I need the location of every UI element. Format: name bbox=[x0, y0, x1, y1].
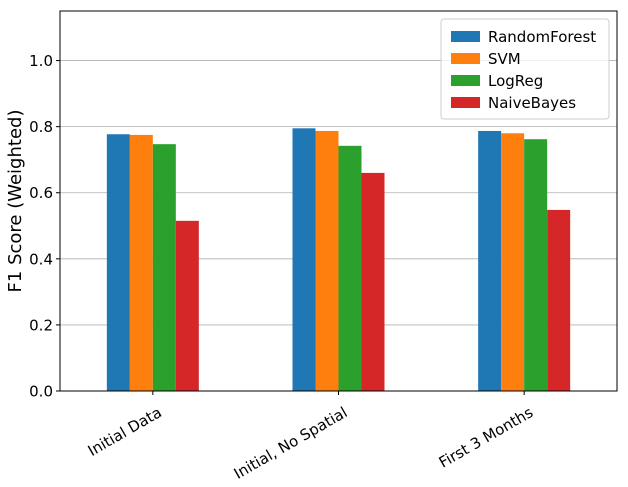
bar-svm-1 bbox=[129, 134, 153, 392]
bar-randomforest-3 bbox=[478, 130, 502, 392]
bar-logreg-2 bbox=[338, 145, 362, 391]
y-tick-label: 0.4 bbox=[29, 250, 53, 268]
legend-entry: SVM bbox=[488, 50, 521, 68]
legend-entry: RandomForest bbox=[488, 28, 596, 46]
y-tick-label: 0.0 bbox=[29, 383, 53, 401]
y-tick-label: 0.2 bbox=[29, 316, 53, 334]
bar-randomforest-2 bbox=[292, 128, 316, 391]
x-tick-label: Initial, No Spatial bbox=[231, 403, 351, 483]
bar-naivebayes-2 bbox=[361, 172, 385, 391]
y-tick-label: 1.0 bbox=[29, 52, 53, 70]
bar-svm-2 bbox=[315, 130, 339, 392]
bar-logreg-1 bbox=[152, 144, 176, 391]
legend-swatch bbox=[451, 31, 480, 42]
legend-box bbox=[440, 18, 610, 120]
x-axis: Initial Data Initial, No Spatial First 3 M… bbox=[85, 391, 537, 483]
legend-swatch bbox=[451, 53, 480, 64]
legend-swatch bbox=[451, 75, 480, 86]
bar-naivebayes-3 bbox=[547, 209, 571, 391]
bars bbox=[106, 128, 571, 392]
x-tick-label: Initial Data bbox=[85, 403, 165, 460]
legend: RandomForest SVM LogReg NaiveBayes bbox=[440, 18, 610, 120]
legend-swatch bbox=[451, 97, 480, 108]
legend-entry: NaiveBayes bbox=[488, 94, 576, 112]
bar-logreg-3 bbox=[524, 139, 548, 391]
bar-randomforest-1 bbox=[106, 134, 130, 391]
y-axis-title: F1 Score (Weighted) bbox=[5, 110, 26, 293]
y-tick-label: 0.8 bbox=[29, 118, 53, 136]
bar-naivebayes-1 bbox=[175, 220, 199, 391]
bar-svm-3 bbox=[501, 133, 525, 391]
y-axis: 0.0 0.2 0.4 0.6 0.8 1.0 bbox=[29, 52, 60, 401]
x-tick-label: First 3 Months bbox=[436, 403, 537, 471]
legend-entry: LogReg bbox=[488, 72, 543, 90]
y-tick-label: 0.6 bbox=[29, 184, 53, 202]
